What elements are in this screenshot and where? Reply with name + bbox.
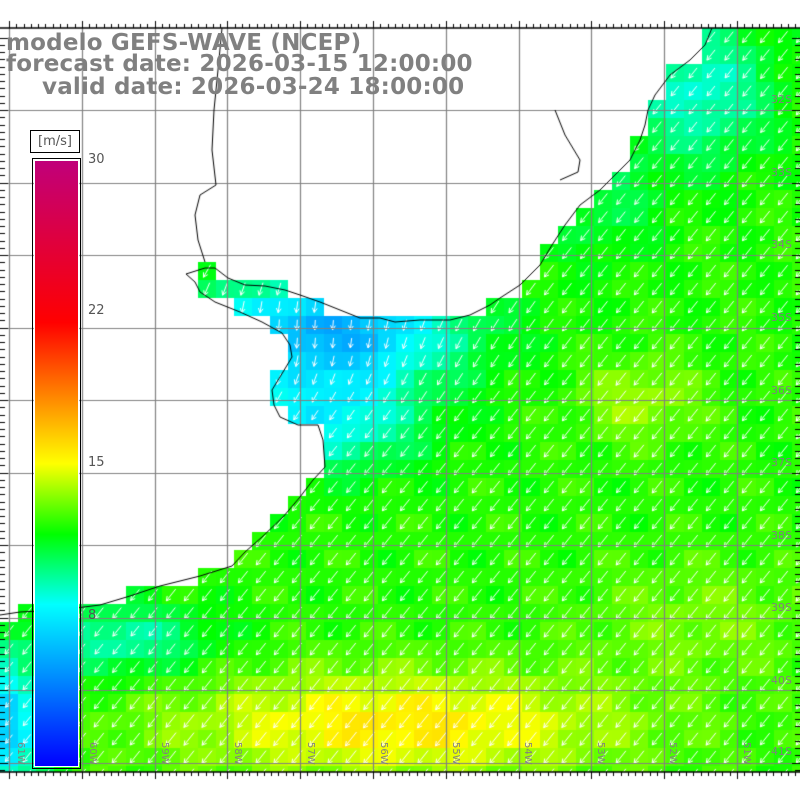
- lat-label: 35S: [771, 311, 792, 324]
- lon-label: 54W: [522, 742, 533, 765]
- lat-label: 34S: [771, 238, 792, 251]
- valid-date: valid date: 2026-03-24 18:00:00: [42, 74, 465, 100]
- colorbar-tick: 8: [88, 608, 97, 623]
- lat-label: 37S: [771, 456, 792, 469]
- lon-label: 53W: [595, 742, 606, 765]
- lon-label: 59W: [159, 742, 170, 765]
- lon-label: 60W: [87, 742, 98, 765]
- lon-label: 61W: [15, 742, 26, 765]
- lon-label: 56W: [378, 742, 389, 765]
- model-title: modelo GEFS-WAVE (NCEP): [6, 30, 362, 56]
- colorbar-tick: 22: [88, 303, 105, 318]
- lon-label: 51W: [741, 742, 752, 765]
- lat-label: 36S: [771, 384, 792, 397]
- lat-label: 40S: [771, 674, 792, 687]
- lon-label: 58W: [232, 742, 243, 765]
- lon-label: 57W: [305, 742, 316, 765]
- forecast-date: forecast date: 2026-03-15 12:00:00: [6, 51, 473, 77]
- lon-label: 52W: [667, 742, 678, 765]
- lat-label: 32S: [771, 93, 792, 106]
- colorbar-tick: 30: [88, 152, 105, 167]
- colorbar-tick: 15: [88, 455, 105, 470]
- colorbar: [32, 158, 81, 769]
- colorbar-unit: [m/s]: [30, 130, 80, 153]
- lat-label: 38S: [771, 529, 792, 542]
- lat-label: 33S: [771, 166, 792, 179]
- lon-label: 55W: [450, 742, 461, 765]
- lat-label: 39S: [771, 601, 792, 614]
- lat-label: 41S: [771, 745, 792, 758]
- colorbar-gradient: [34, 160, 79, 767]
